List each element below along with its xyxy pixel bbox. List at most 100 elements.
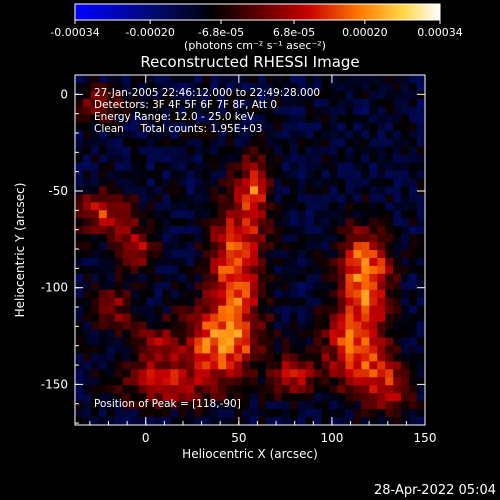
heatmap-cell [186, 234, 195, 243]
x-tick-label: 100 [320, 431, 343, 445]
heatmap-cell [234, 202, 243, 211]
heatmap-cell [401, 218, 410, 227]
heatmap-cell [218, 289, 227, 299]
heatmap-cell [361, 210, 370, 219]
heatmap-cell [90, 75, 100, 84]
heatmap-cell [329, 401, 339, 410]
heatmap-cell [361, 281, 370, 291]
colorbar: -0.00034 -0.00020 -6.8e-05 6.8e-05 0.00020 0.… [50, 3, 463, 52]
heatmap-cell [321, 257, 331, 267]
heatmap-cell [385, 226, 394, 235]
heatmap-cell [186, 345, 195, 354]
heatmap-cell [122, 265, 132, 275]
heatmap-cell [321, 170, 331, 179]
heatmap-cell [250, 337, 259, 347]
heatmap-cell [194, 409, 203, 418]
heatmap-cell [393, 273, 402, 283]
heatmap-cell [122, 178, 132, 187]
heatmap-cell [218, 369, 227, 378]
heatmap-cell [98, 146, 108, 156]
heatmap-cell [226, 162, 235, 172]
heatmap-cell [162, 75, 172, 84]
heatmap-cell [377, 242, 386, 251]
heatmap-cell [82, 130, 92, 140]
heatmap-cell [377, 98, 386, 108]
heatmap-cell [369, 210, 378, 219]
heatmap-cell [242, 82, 251, 92]
heatmap-cell [313, 90, 323, 100]
heatmap-cell [289, 329, 299, 339]
heatmap-cell [257, 130, 267, 140]
heatmap-cell [265, 114, 275, 124]
heatmap-cell [369, 281, 378, 291]
heatmap-cell [242, 106, 251, 116]
heatmap-cell [377, 154, 386, 164]
heatmap-cell [130, 178, 140, 187]
heatmap-cell [377, 257, 386, 267]
heatmap-cell [202, 186, 211, 195]
heatmap-cell [297, 409, 307, 418]
heatmap-cell [82, 353, 92, 362]
heatmap-cell [75, 170, 84, 179]
heatmap-cell [369, 273, 378, 283]
heatmap-cell [313, 226, 323, 235]
heatmap-cell [305, 98, 315, 108]
heatmap-cell [122, 82, 132, 92]
heatmap-cell [234, 194, 243, 203]
heatmap-cell [82, 98, 92, 108]
heatmap-cell [265, 377, 275, 386]
heatmap-cell [313, 75, 323, 84]
heatmap-cell [194, 281, 203, 291]
heatmap-cell [186, 170, 195, 179]
heatmap-cell [98, 194, 108, 203]
heatmap-cell [361, 170, 370, 179]
heatmap-cell [114, 345, 124, 354]
heatmap-cell [289, 361, 299, 370]
heatmap-cell [154, 178, 164, 187]
heatmap-cell [122, 170, 132, 179]
heatmap-cell [98, 273, 108, 283]
heatmap-cell [146, 369, 156, 378]
heatmap-cell [265, 75, 275, 84]
heatmap-cell [186, 202, 195, 211]
heatmap-cell [90, 401, 100, 410]
heatmap-cell [353, 393, 362, 402]
heatmap-cell [257, 329, 267, 339]
heatmap-cell [90, 90, 100, 100]
heatmap-cell [122, 345, 132, 354]
heatmap-cell [417, 122, 425, 132]
heatmap-cell [369, 305, 378, 315]
heatmap-cell [130, 265, 140, 275]
heatmap-cell [361, 202, 370, 211]
heatmap-cell [218, 82, 227, 92]
heatmap-cell [353, 106, 362, 116]
heatmap-cell [385, 234, 394, 243]
heatmap-cell [122, 186, 132, 195]
heatmap-cell [234, 226, 243, 235]
heatmap-cell [82, 202, 92, 211]
heatmap-cell [305, 226, 315, 235]
heatmap-cell [273, 242, 283, 251]
heatmap-cell [154, 138, 164, 148]
heatmap-cell [321, 369, 331, 378]
heatmap-cell [186, 385, 195, 394]
heatmap-cell [257, 154, 267, 164]
heatmap-cell [345, 90, 354, 100]
heatmap-cell [353, 210, 362, 219]
heatmap-cell [98, 297, 108, 307]
heatmap-cell [226, 409, 235, 418]
heatmap-cell [281, 337, 291, 347]
heatmap-cell [226, 321, 235, 331]
heatmap-cell [393, 297, 402, 307]
heatmap-cell [114, 401, 124, 410]
heatmap-cell [417, 106, 425, 116]
heatmap-cell [393, 194, 402, 203]
heatmap-cell [337, 297, 347, 307]
heatmap-cell [106, 329, 116, 339]
heatmap-cell [305, 170, 315, 179]
heatmap-cell [98, 242, 108, 251]
heatmap-cell [321, 146, 331, 156]
heatmap-cell [162, 114, 172, 124]
heatmap-cell [409, 257, 418, 267]
heatmap-cell [194, 353, 203, 362]
